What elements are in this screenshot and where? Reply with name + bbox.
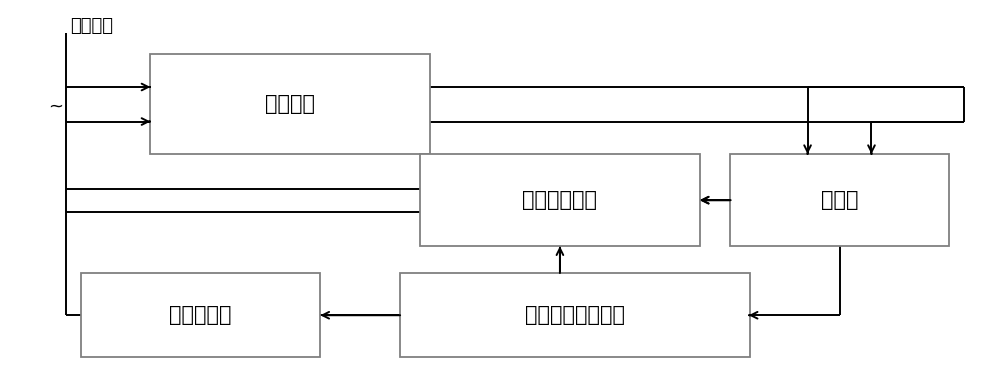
Text: 缓冲放大电路: 缓冲放大电路 xyxy=(522,190,597,210)
Text: 数字逻辑控制模块: 数字逻辑控制模块 xyxy=(525,305,625,325)
Text: 放大电路: 放大电路 xyxy=(265,94,315,114)
Bar xyxy=(400,273,750,357)
Bar xyxy=(81,273,320,357)
Text: 输入信号: 输入信号 xyxy=(71,17,114,35)
Bar xyxy=(730,154,949,246)
Text: 数模转换器: 数模转换器 xyxy=(169,305,232,325)
Bar xyxy=(150,54,430,154)
Text: ~: ~ xyxy=(48,97,63,115)
Bar xyxy=(420,154,700,246)
Text: 比较器: 比较器 xyxy=(821,190,858,210)
